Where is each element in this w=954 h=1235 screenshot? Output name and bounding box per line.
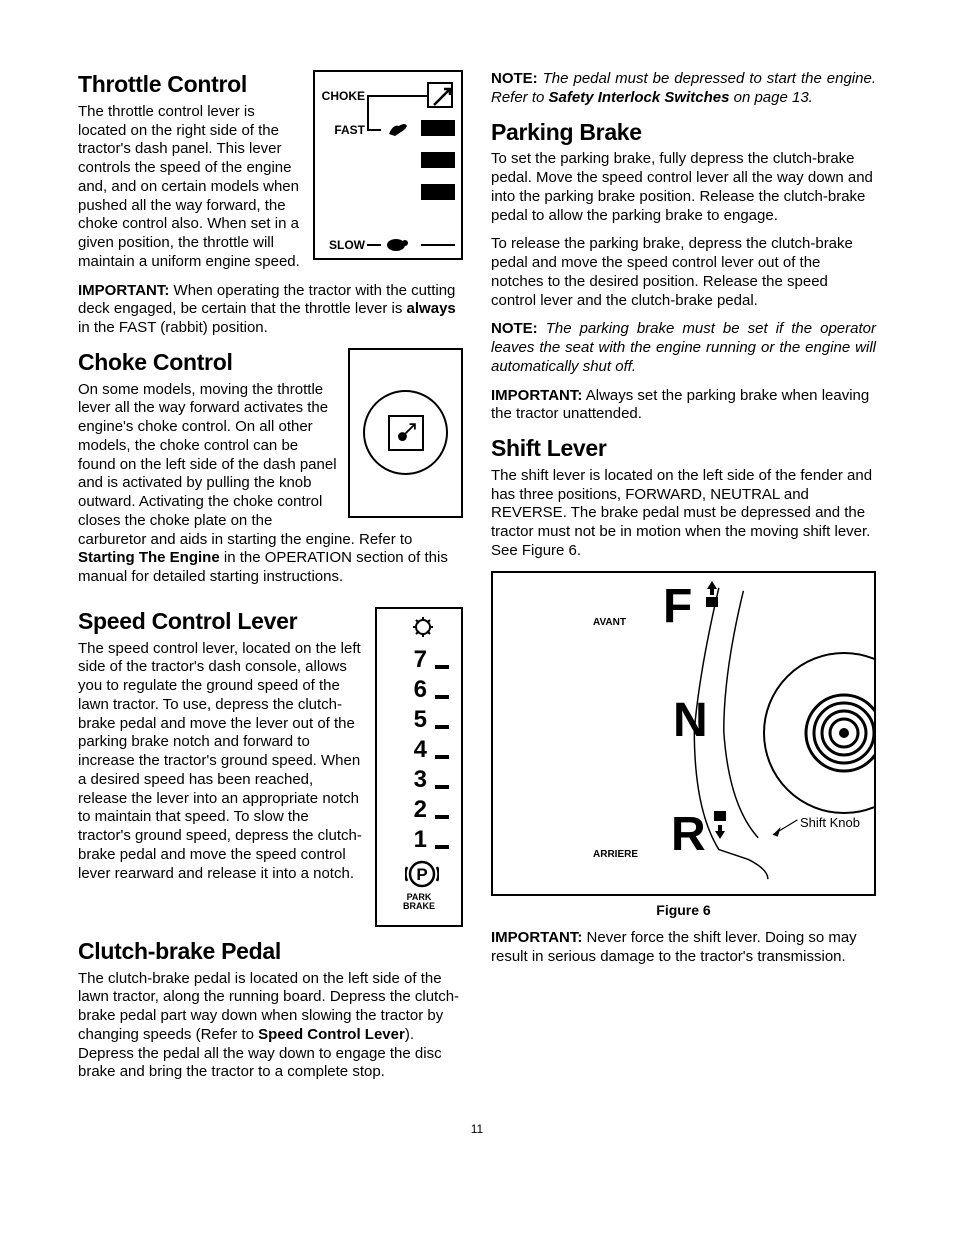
- shift-section: Shift Lever The shift lever is located o…: [491, 434, 876, 967]
- choke-circle: [363, 390, 448, 475]
- note-text-2: on page 13.: [729, 89, 812, 106]
- choke-ref: Starting The Engine: [78, 549, 220, 566]
- note-1: NOTE: The pedal must be depressed to sta…: [491, 70, 876, 108]
- tractor-down-icon: [709, 809, 731, 841]
- parking-note: NOTE: The parking brake must be set if t…: [491, 320, 876, 376]
- speed-3: 3: [414, 765, 427, 795]
- rabbit-icon: [385, 114, 411, 140]
- parking-section: Parking Brake To set the parking brake, …: [491, 118, 876, 425]
- clutch-body: The clutch-brake pedal is located on the…: [78, 970, 463, 1083]
- choke-section: Choke Control On some models, moving the…: [78, 348, 463, 597]
- shift-knob-label: Shift Knob: [800, 815, 860, 831]
- clutch-heading: Clutch-brake Pedal: [78, 937, 463, 966]
- figure-bar: [421, 152, 455, 168]
- right-column: NOTE: The pedal must be depressed to sta…: [491, 70, 876, 1092]
- always-word: always: [407, 300, 456, 317]
- note-label: NOTE:: [491, 320, 538, 337]
- throttle-figure: CHOKE FAST SLOW: [313, 70, 463, 260]
- speed-2: 2: [414, 795, 427, 825]
- page-number: 11: [78, 1122, 876, 1137]
- tractor-up-icon: [701, 579, 723, 611]
- speed-7: 7: [414, 645, 427, 675]
- clutch-section: Clutch-brake Pedal The clutch-brake peda…: [78, 937, 463, 1082]
- parking-important: IMPORTANT: Always set the parking brake …: [491, 387, 876, 425]
- shift-n: N: [673, 691, 708, 751]
- parking-p1: To set the parking brake, fully depress …: [491, 150, 876, 225]
- parking-p2: To release the parking brake, depress th…: [491, 235, 876, 310]
- choke-square: [388, 415, 424, 451]
- figure-line: [367, 244, 381, 246]
- important-label: IMPORTANT:: [491, 387, 582, 404]
- choke-icon: [427, 82, 453, 108]
- park-icon: P: [405, 857, 439, 891]
- shift-avant: AVANT: [593, 617, 626, 630]
- choke-figure: [348, 348, 463, 518]
- throttle-choke-label: CHOKE: [321, 89, 365, 104]
- figure-line: [367, 95, 369, 129]
- gear-icon: [413, 617, 433, 637]
- svg-text:P: P: [416, 865, 427, 884]
- speed-6: 6: [414, 675, 427, 705]
- figure-bar: [421, 184, 455, 200]
- shift-f: F: [663, 577, 692, 637]
- shift-arriere: ARRIERE: [593, 849, 638, 862]
- speed-figure: 7 6 5 4 3 2 1 P PARKBRAKE: [375, 607, 463, 927]
- turtle-icon: [383, 232, 409, 254]
- throttle-fast-label: FAST: [321, 123, 365, 138]
- parking-heading: Parking Brake: [491, 118, 876, 147]
- figure-line: [421, 244, 455, 246]
- throttle-important: IMPORTANT: When operating the tractor wi…: [78, 282, 463, 338]
- speed-4: 4: [414, 735, 427, 765]
- important-label: IMPORTANT:: [78, 282, 169, 299]
- figure-line: [367, 95, 427, 97]
- important-tail: in the FAST (rabbit) position.: [78, 319, 268, 336]
- speed-5: 5: [414, 705, 427, 735]
- speed-section: 7 6 5 4 3 2 1 P PARKBRAKE: [78, 607, 463, 927]
- shift-r: R: [671, 805, 706, 865]
- left-column: CHOKE FAST SLOW: [78, 70, 463, 1092]
- note-text: The parking brake must be set if the ope…: [491, 320, 876, 375]
- note-label: NOTE:: [491, 70, 538, 87]
- important-label: IMPORTANT:: [491, 929, 582, 946]
- shift-heading: Shift Lever: [491, 434, 876, 463]
- speed-1: 1: [414, 825, 427, 855]
- note-ref: Safety Interlock Switches: [549, 89, 730, 106]
- park-label: PARKBRAKE: [377, 893, 461, 911]
- clutch-ref: Speed Control Lever: [258, 1026, 405, 1043]
- shift-figure: F AVANT N R ARRIERE Shift Knob: [491, 571, 876, 896]
- shift-important: IMPORTANT: Never force the shift lever. …: [491, 929, 876, 967]
- figure-line: [367, 129, 381, 131]
- shift-body: The shift lever is located on the left s…: [491, 467, 876, 561]
- figure-bar: [421, 120, 455, 136]
- throttle-slow-label: SLOW: [321, 238, 365, 253]
- throttle-section: CHOKE FAST SLOW: [78, 70, 463, 338]
- figure-6-caption: Figure 6: [491, 902, 876, 920]
